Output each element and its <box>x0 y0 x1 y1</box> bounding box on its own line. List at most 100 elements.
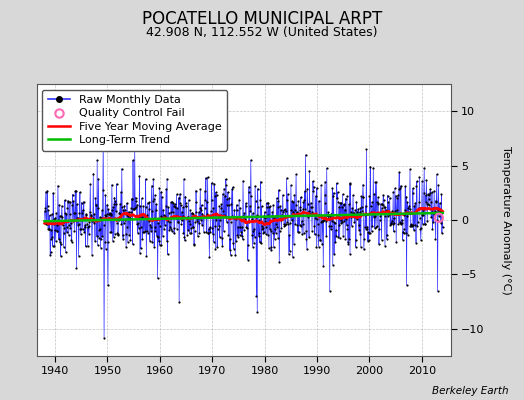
Point <box>269 244 278 251</box>
Point <box>83 220 92 227</box>
Point <box>84 222 93 229</box>
Point <box>131 205 139 211</box>
Point <box>139 229 147 235</box>
Point <box>163 218 172 224</box>
Point <box>363 226 371 232</box>
Point <box>305 234 313 240</box>
Point <box>416 226 424 232</box>
Point <box>357 204 366 210</box>
Point <box>384 212 392 219</box>
Point <box>50 243 59 250</box>
Point <box>286 220 294 226</box>
Point <box>395 169 403 176</box>
Point <box>387 220 396 226</box>
Point <box>190 241 199 247</box>
Point <box>399 230 408 236</box>
Point <box>266 226 274 232</box>
Point <box>247 193 255 200</box>
Point <box>137 245 145 252</box>
Point <box>207 208 215 214</box>
Point <box>290 192 299 198</box>
Point <box>299 206 307 212</box>
Point <box>281 206 289 212</box>
Point <box>222 182 231 188</box>
Point <box>177 220 185 227</box>
Point <box>407 223 416 229</box>
Point <box>117 189 125 195</box>
Point <box>155 185 163 191</box>
Point <box>171 204 179 210</box>
Point <box>374 194 382 200</box>
Point <box>358 194 367 200</box>
Point <box>217 235 226 242</box>
Point <box>79 207 87 213</box>
Point <box>308 209 316 215</box>
Point <box>43 188 51 194</box>
Point <box>315 237 324 243</box>
Point <box>431 236 440 243</box>
Point <box>105 210 113 217</box>
Point <box>181 193 189 200</box>
Point <box>388 220 397 227</box>
Point <box>250 234 259 240</box>
Point <box>203 174 212 180</box>
Point <box>231 252 239 259</box>
Point <box>368 199 376 206</box>
Point <box>249 210 257 216</box>
Point <box>297 194 305 200</box>
Point <box>316 219 325 225</box>
Point <box>225 202 233 208</box>
Point <box>370 225 379 232</box>
Point <box>138 235 147 242</box>
Point <box>48 211 56 217</box>
Point <box>96 245 105 251</box>
Point <box>308 204 316 210</box>
Point <box>139 229 148 235</box>
Point <box>280 222 289 229</box>
Point <box>175 298 183 305</box>
Point <box>179 230 188 236</box>
Point <box>160 226 168 232</box>
Point <box>324 209 333 216</box>
Point <box>178 209 186 215</box>
Point <box>170 225 179 232</box>
Point <box>226 252 235 258</box>
Point <box>70 210 78 216</box>
Point <box>385 211 393 218</box>
Point <box>260 208 269 215</box>
Point <box>67 220 75 226</box>
Point <box>111 231 119 237</box>
Point <box>163 251 172 258</box>
Point <box>354 206 363 212</box>
Point <box>314 232 322 238</box>
Point <box>236 205 244 211</box>
Point <box>119 207 128 213</box>
Point <box>366 163 375 170</box>
Point <box>425 202 433 208</box>
Point <box>91 217 99 223</box>
Point <box>45 225 53 232</box>
Point <box>369 210 377 216</box>
Point <box>239 227 248 233</box>
Point <box>212 216 221 223</box>
Point <box>340 202 348 208</box>
Point <box>135 173 144 179</box>
Point <box>127 196 136 202</box>
Point <box>243 219 252 225</box>
Point <box>254 204 263 210</box>
Point <box>316 237 324 243</box>
Point <box>197 207 205 214</box>
Point <box>412 183 421 189</box>
Point <box>410 222 419 228</box>
Point <box>209 205 217 212</box>
Point <box>347 214 355 220</box>
Point <box>296 204 304 211</box>
Point <box>206 212 215 218</box>
Point <box>106 212 115 218</box>
Point <box>125 232 133 238</box>
Point <box>81 224 89 230</box>
Point <box>429 218 438 225</box>
Point <box>81 243 90 250</box>
Point <box>85 231 93 237</box>
Point <box>194 215 202 221</box>
